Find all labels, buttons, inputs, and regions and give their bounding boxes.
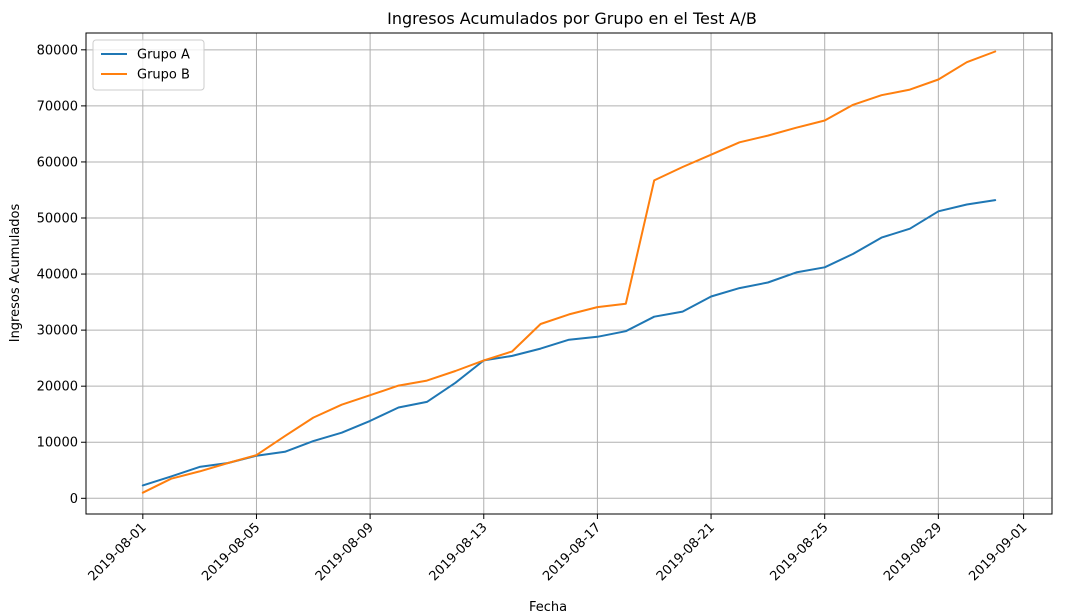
series-line-grupo-b: [141, 50, 997, 494]
y-tick-label: 60000: [37, 155, 78, 170]
x-tick-label: 2019-08-01: [86, 520, 150, 584]
series-line-grupo-a: [141, 199, 997, 487]
legend-label: Grupo A: [137, 48, 190, 63]
x-tick-label: 2019-08-21: [654, 520, 718, 584]
x-axis-label: Fecha: [529, 600, 567, 615]
chart-title: Ingresos Acumulados por Grupo en el Test…: [387, 9, 757, 28]
x-tick-label: 2019-08-17: [540, 520, 604, 584]
x-axis-ticks: 2019-08-01 2019-08-05 2019-08-09 2019-08-13…: [86, 514, 1030, 584]
y-axis-label: Ingresos Acumulados: [8, 204, 23, 343]
y-tick-label: 0: [70, 492, 78, 507]
y-tick-label: 30000: [37, 324, 78, 339]
grid-lines: [86, 33, 1052, 514]
series-lines: [141, 50, 997, 494]
y-tick-label: 80000: [37, 43, 78, 58]
x-tick-label: 2019-09-01: [966, 520, 1030, 584]
x-tick-label: 2019-08-05: [199, 520, 263, 584]
legend-label: Grupo B: [137, 68, 190, 83]
legend: Grupo A Grupo B: [92, 39, 205, 91]
y-tick-label: 50000: [37, 212, 78, 227]
legend-box: [92, 39, 205, 91]
x-tick-label: 2019-08-29: [881, 520, 945, 584]
x-tick-label: 2019-08-13: [427, 520, 491, 584]
y-tick-label: 70000: [37, 99, 78, 114]
plot-frame: [85, 32, 1053, 515]
y-tick-label: 10000: [37, 436, 78, 451]
y-axis-ticks: 0 10000 20000 30000 40000 50000 60000 70000 8000…: [37, 43, 86, 507]
y-tick-label: 20000: [37, 380, 78, 395]
y-tick-label: 40000: [37, 268, 78, 283]
x-tick-label: 2019-08-09: [313, 520, 377, 584]
x-tick-label: 2019-08-25: [767, 520, 831, 584]
